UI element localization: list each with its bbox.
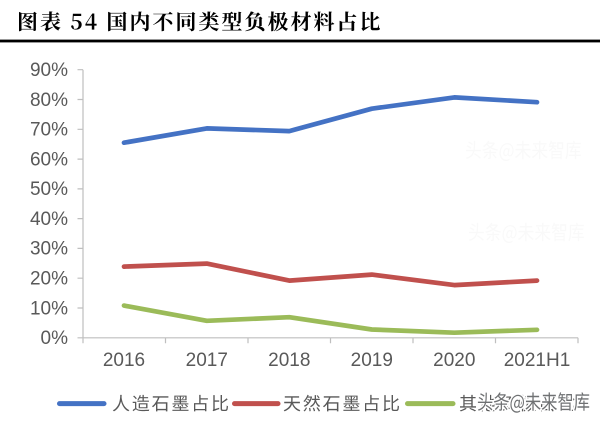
svg-text:2017: 2017 [186,350,228,371]
svg-text:2018: 2018 [268,350,310,371]
svg-text:2020: 2020 [433,350,475,371]
svg-text:2019: 2019 [351,350,393,371]
svg-text:2021H1: 2021H1 [504,350,571,371]
svg-text:2016: 2016 [103,350,145,371]
svg-text:60%: 60% [30,149,68,170]
svg-text:40%: 40% [30,209,68,230]
svg-text:20%: 20% [30,269,68,290]
svg-text:50%: 50% [30,179,68,200]
svg-text:0%: 0% [41,328,69,349]
svg-text:30%: 30% [30,239,68,260]
svg-text:80%: 80% [30,90,68,111]
svg-text:10%: 10% [30,298,68,319]
svg-text:90%: 90% [30,60,68,81]
svg-text:70%: 70% [30,120,68,141]
